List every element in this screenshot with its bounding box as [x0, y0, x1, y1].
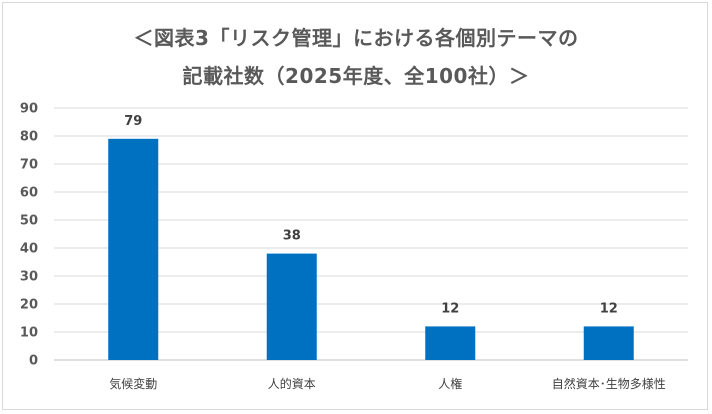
y-tick-label: 40	[20, 242, 38, 257]
chart-title-line-2: 記載社数（2025年度、全100社）＞	[182, 64, 530, 88]
bar	[266, 253, 317, 360]
chart-title-line-1: ＜図表3「リスク管理」における各個別テーマの	[133, 26, 579, 50]
bar	[108, 138, 159, 360]
y-tick-label: 30	[20, 270, 38, 285]
y-tick-label: 70	[20, 158, 38, 173]
data-label: 12	[441, 301, 459, 316]
y-tick-label: 90	[20, 102, 38, 117]
data-labels: 79 38 12 12	[124, 114, 618, 317]
gridlines	[54, 107, 688, 361]
bar	[425, 326, 476, 360]
category-label: 気候変動	[109, 376, 157, 391]
category-label: 自然資本･生物多様性	[552, 376, 666, 391]
data-label: 79	[124, 114, 142, 129]
y-tick-label: 20	[20, 298, 38, 313]
y-tick-label: 60	[20, 186, 38, 201]
category-label: 人的資本	[268, 376, 316, 391]
x-axis-category-labels: 気候変動 人的資本 人権 自然資本･生物多様性	[109, 376, 666, 391]
bar	[583, 326, 634, 360]
y-tick-label: 0	[29, 354, 38, 369]
y-tick-label: 10	[20, 326, 38, 341]
y-axis-tick-labels: 0 10 20 30 40 50 60 70 80 90	[20, 102, 38, 369]
y-tick-label: 50	[20, 214, 38, 229]
data-label: 38	[283, 229, 301, 244]
category-label: 人権	[438, 376, 462, 391]
y-tick-label: 80	[20, 130, 38, 145]
data-label: 12	[600, 301, 618, 316]
bars	[108, 138, 634, 360]
